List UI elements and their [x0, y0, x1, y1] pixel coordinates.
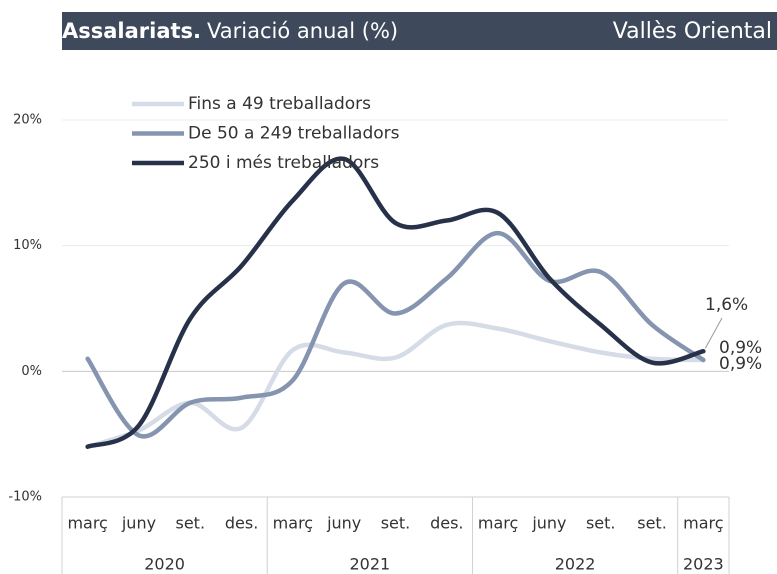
header-bar [62, 12, 777, 50]
x-tick-label: set. [637, 514, 667, 533]
chart-subtitle: Variació anual (%) [207, 19, 398, 43]
x-tick-label: des. [225, 514, 258, 533]
x-group-label: 2023 [683, 555, 724, 574]
x-tick-label: set. [175, 514, 205, 533]
y-tick-label: -10% [8, 490, 42, 505]
x-tick-label: set. [586, 514, 616, 533]
x-tick-label: març [683, 514, 723, 533]
x-group-label: 2020 [144, 555, 185, 574]
y-tick-label: 10% [13, 238, 42, 253]
chart-title: Assalariats. [62, 19, 201, 43]
x-tick-label: juny [326, 514, 361, 533]
x-tick-label: març [67, 514, 107, 533]
x-tick-label: set. [381, 514, 411, 533]
label-leader [704, 317, 723, 349]
x-group-label: 2022 [555, 555, 596, 574]
header: Assalariats. Variació anual (%) [62, 19, 398, 43]
value-label: 0,9% [719, 354, 762, 374]
y-tick-label: 0% [21, 364, 42, 379]
y-tick-label: 20% [13, 113, 42, 128]
legend-label: De 50 a 249 treballadors [188, 124, 400, 144]
series-line [85, 156, 706, 449]
legend-label: 250 i més treballadors [188, 153, 379, 173]
x-group-label: 2021 [349, 555, 390, 574]
x-tick-label: des. [430, 514, 463, 533]
legend-label: Fins a 49 treballadors [188, 94, 371, 114]
value-label: 1,6% [705, 295, 748, 315]
x-tick-label: juny [531, 514, 566, 533]
x-tick-label: març [478, 514, 518, 533]
x-tick-label: març [273, 514, 313, 533]
series-line [85, 230, 706, 439]
value-label: 0,9% [719, 338, 762, 358]
x-tick-label: juny [121, 514, 156, 533]
region: Vallès Oriental [613, 19, 772, 44]
